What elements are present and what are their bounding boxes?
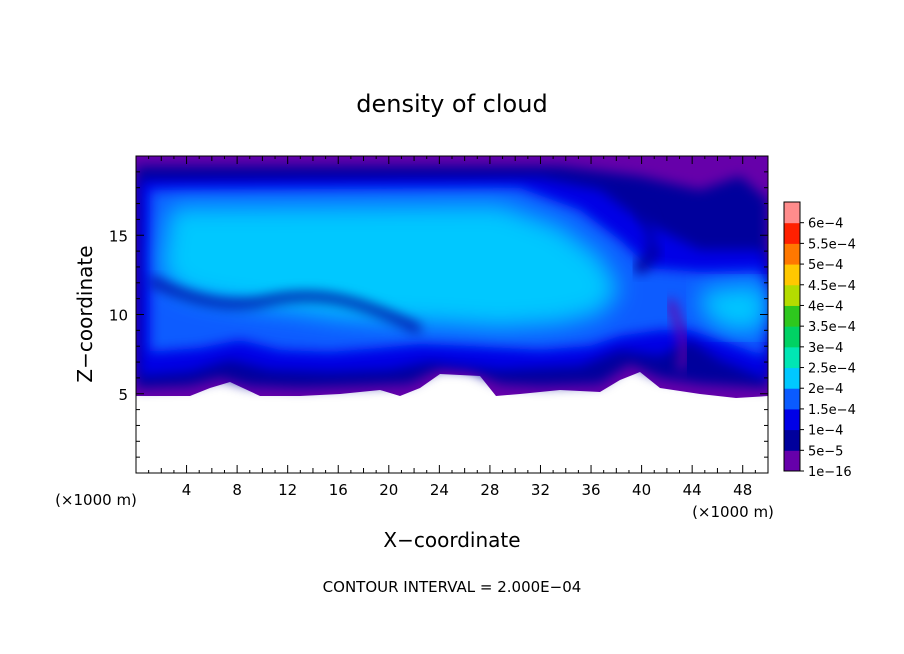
colorbar-label: 1e−4 — [808, 424, 843, 439]
contour-interval-note: CONTOUR INTERVAL = 2.000E−04 — [323, 578, 582, 596]
colorbar-label: 4e−4 — [808, 299, 843, 314]
colorbar-label: 5e−4 — [808, 258, 843, 273]
colorbar-label: 2e−4 — [808, 382, 843, 397]
cloud-layer-cyan-east — [700, 284, 768, 332]
cloud-filament-3 — [666, 298, 689, 372]
colorbar-label: 6e−4 — [808, 217, 843, 232]
colorbar-label: 1e−16 — [808, 465, 852, 480]
colorbar-swatch — [784, 202, 800, 224]
x-tick-label: 12 — [278, 481, 297, 499]
x-tick-label: 16 — [329, 481, 348, 499]
colorbar-swatch — [784, 388, 800, 410]
colorbar-swatch — [784, 346, 800, 369]
colorbar-label: 5e−5 — [808, 444, 843, 459]
y-tick-label: 5 — [118, 386, 128, 404]
x-unit-right: (×1000 m) — [692, 503, 774, 521]
x-tick-label: 28 — [480, 481, 499, 499]
cloud-filament-1 — [148, 276, 422, 334]
colorbar: 1e−16 5e−5 1e−4 1.5e−4 2e−4 2.5e−4 3e−4 3.5e−4 4… — [783, 201, 856, 480]
colorbar-label: 3e−4 — [808, 341, 843, 356]
x-tick-label: 32 — [531, 481, 550, 499]
colorbar-label: 3.5e−4 — [808, 320, 856, 335]
x-tick-label: 8 — [232, 481, 242, 499]
colorbar-label: 1.5e−4 — [808, 403, 856, 418]
colorbar-swatch — [784, 305, 800, 327]
colorbar-label: 5.5e−4 — [808, 237, 856, 252]
colorbar-frame — [783, 201, 801, 472]
x-axis-title: X−coordinate — [383, 528, 520, 552]
colorbar-swatch — [784, 264, 800, 286]
chart-title: density of cloud — [356, 90, 547, 118]
y-tick-label: 15 — [109, 227, 128, 245]
colorbar-swatch — [784, 222, 800, 244]
colorbar-swatch — [784, 367, 800, 389]
x-tick-label: 20 — [379, 481, 398, 499]
colorbar-swatch — [784, 326, 800, 348]
colorbar-label: 4.5e−4 — [808, 279, 856, 294]
x-tick-label: 40 — [632, 481, 651, 499]
colorbar-swatch — [784, 429, 800, 451]
y-tick-label: 10 — [109, 307, 128, 325]
x-tick-label: 36 — [581, 481, 600, 499]
heatmap-field — [136, 156, 768, 398]
x-tick-label: 4 — [182, 481, 192, 499]
x-tick-label: 44 — [683, 481, 702, 499]
cloud-filament-2 — [634, 208, 663, 274]
colorbar-swatch — [784, 408, 800, 431]
x-tick-label: 24 — [430, 481, 449, 499]
x-tick-label: 48 — [733, 481, 752, 499]
y-axis-title: Z−coordinate — [73, 245, 97, 382]
colorbar-swatch — [784, 243, 800, 265]
colorbar-label: 2.5e−4 — [808, 362, 856, 377]
colorbar-swatch — [784, 284, 800, 306]
x-unit-left: (×1000 m) — [55, 491, 137, 509]
colorbar-swatch — [784, 450, 800, 472]
